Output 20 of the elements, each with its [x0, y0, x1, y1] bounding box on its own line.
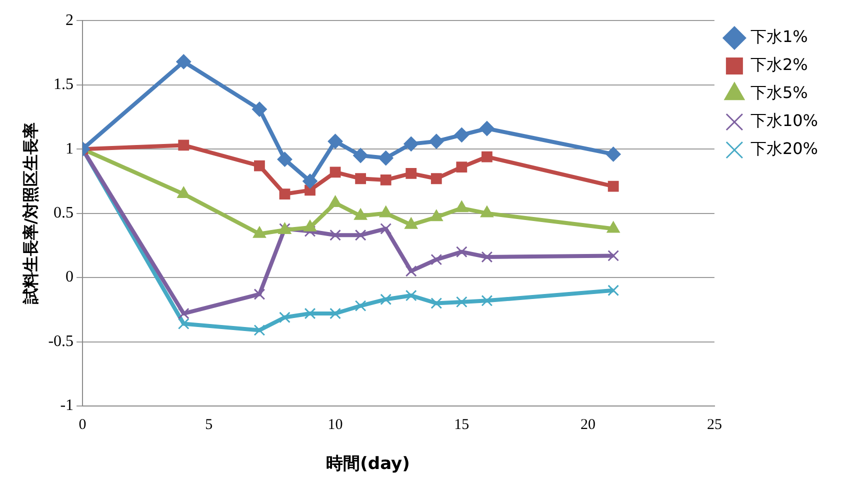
legend-label: 下水10% — [750, 111, 818, 130]
y-tick-label: -1 — [60, 397, 74, 414]
x-tick-label: 0 — [78, 416, 86, 433]
y-tick-label: 1 — [66, 140, 74, 158]
x-tick-label: 15 — [454, 416, 470, 433]
x-tick-label: 5 — [205, 416, 213, 433]
x-tick-label: 10 — [328, 416, 343, 433]
x-axis-title: 時間(day) — [325, 453, 411, 475]
y-tick-label: 1.5 — [54, 76, 74, 94]
legend-label: 下水20% — [750, 139, 818, 158]
legend-label: 下水2% — [750, 55, 808, 74]
legend-label: 下水5% — [750, 83, 808, 102]
y-tick-label: -0.5 — [48, 332, 74, 350]
y-tick-label: 0 — [66, 268, 74, 286]
y-tick-label: 0.5 — [54, 204, 74, 222]
x-tick-label: 25 — [706, 416, 722, 433]
y-tick-label: 2 — [66, 12, 74, 29]
x-tick-label: 20 — [580, 416, 596, 433]
y-axis-title: 試料生長率/対照区生長率 — [20, 122, 40, 306]
legend-label: 下水1% — [750, 27, 808, 46]
